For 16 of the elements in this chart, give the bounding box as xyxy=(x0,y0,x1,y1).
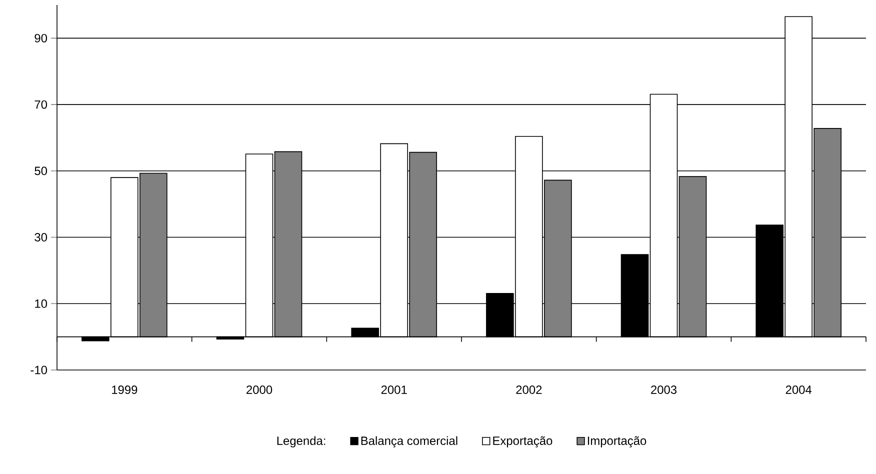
legend-title: Legenda: xyxy=(277,436,326,448)
x-tick-label: 2004 xyxy=(786,386,812,394)
y-tick-label: -10 xyxy=(30,366,48,374)
y-tick-label: 90 xyxy=(34,34,48,42)
y-tick-label: 50 xyxy=(34,166,48,176)
x-tick-label: 2001 xyxy=(381,386,407,394)
legend-label: Balança comercial xyxy=(361,436,458,448)
x-tick-label: 2000 xyxy=(246,386,272,394)
legend-label: Exportação xyxy=(493,436,552,448)
y-tick-label: 10 xyxy=(35,299,48,308)
x-tick-label: 2002 xyxy=(516,386,542,394)
legend-label: Importação xyxy=(588,436,646,448)
x-tick-label: 1999 xyxy=(112,386,138,394)
y-tick-label: 70 xyxy=(34,100,48,109)
y-tick-label: 30 xyxy=(34,233,48,242)
x-tick-label: 2003 xyxy=(651,386,677,394)
